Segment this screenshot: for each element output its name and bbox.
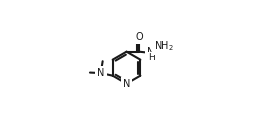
Text: N: N [147,47,154,57]
Text: O: O [135,32,143,42]
Text: NH$_2$: NH$_2$ [154,39,174,53]
Text: N: N [123,79,130,89]
Text: N: N [97,68,104,78]
Text: H: H [148,53,155,62]
